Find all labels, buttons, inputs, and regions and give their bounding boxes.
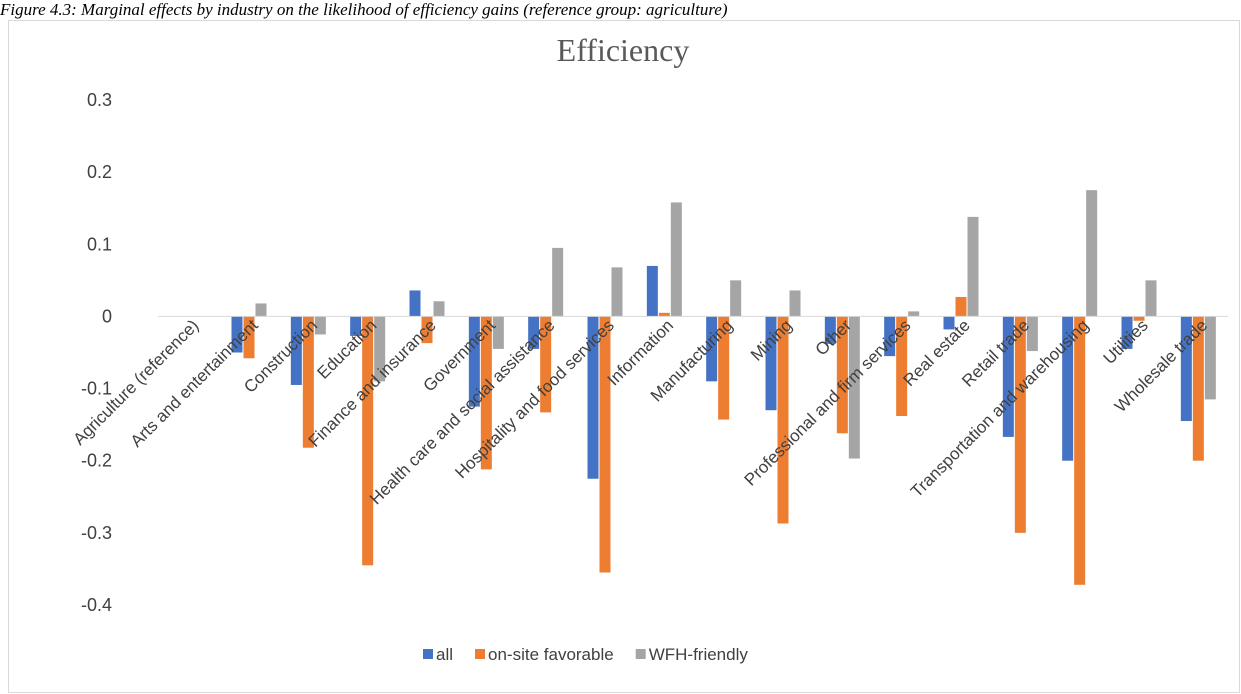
bar-all <box>765 316 777 411</box>
bar-all <box>350 316 362 336</box>
chart-title: Efficiency <box>557 32 690 68</box>
legend-swatch <box>635 649 646 659</box>
bar-on-site-favorable <box>836 316 848 434</box>
bar-all <box>943 316 955 330</box>
bar-all <box>884 316 896 357</box>
bar-wfh-friendly <box>1026 316 1038 352</box>
bar-all <box>528 316 540 349</box>
legend-swatch <box>423 649 433 659</box>
bar-on-site-favorable <box>1014 316 1026 533</box>
bar-on-site-favorable <box>540 316 552 413</box>
bar-wfh-friendly <box>789 290 801 317</box>
bar-wfh-friendly <box>552 247 564 317</box>
bar-wfh-friendly <box>433 301 445 317</box>
bar-all <box>587 316 599 479</box>
bar-all <box>290 316 302 385</box>
bar-all <box>706 316 718 382</box>
y-tick-label: 0.1 <box>87 234 112 254</box>
y-tick-label: -0.4 <box>81 595 112 615</box>
bar-all <box>1180 316 1192 422</box>
figure-caption: Figure 4.3: Marginal effects by industry… <box>0 0 728 19</box>
bar-wfh-friendly <box>730 280 742 317</box>
bar-wfh-friendly <box>1204 316 1216 400</box>
bar-on-site-favorable <box>421 316 433 344</box>
bar-all <box>1002 316 1014 437</box>
bar-on-site-favorable <box>955 296 967 317</box>
bar-wfh-friendly <box>374 316 386 382</box>
bar-on-site-favorable <box>1192 316 1204 461</box>
bar-on-site-favorable <box>777 316 789 524</box>
bar-wfh-friendly <box>848 316 860 459</box>
legend-label: all <box>436 645 453 664</box>
bar-all <box>231 316 243 353</box>
bar-all <box>468 316 480 407</box>
bar-wfh-friendly <box>1086 190 1098 317</box>
legend-swatch <box>475 649 486 659</box>
bar-all <box>824 316 836 344</box>
bar-wfh-friendly <box>314 316 326 335</box>
bar-on-site-favorable <box>599 316 611 573</box>
legend: all on-site favorable WFH-friendly <box>423 645 748 664</box>
y-axis-ticks: 0.3 0.2 0.1 0 -0.1 -0.2 -0.3 -0.4 <box>81 90 112 615</box>
bars <box>231 190 1216 585</box>
bar-on-site-favorable <box>243 316 255 359</box>
bar-wfh-friendly <box>967 216 979 317</box>
chart-area <box>8 20 1240 693</box>
y-tick-label: -0.3 <box>81 523 112 543</box>
legend-label: on-site favorable <box>488 645 614 664</box>
bar-wfh-friendly <box>1145 280 1157 317</box>
bar-wfh-friendly <box>492 316 504 349</box>
category-labels: Agriculture (reference)Arts and entertai… <box>69 316 1211 509</box>
bar-on-site-favorable <box>1133 316 1145 321</box>
bar-on-site-favorable <box>1074 316 1086 585</box>
y-tick-label: 0.2 <box>87 162 112 182</box>
bar-on-site-favorable <box>718 316 730 420</box>
bar-wfh-friendly <box>255 303 267 317</box>
bar-on-site-favorable <box>896 316 908 416</box>
bar-all <box>1121 316 1133 349</box>
y-tick-label: 0 <box>102 306 112 326</box>
y-tick-label: -0.2 <box>81 451 112 471</box>
bar-all <box>646 265 658 317</box>
legend-label: WFH-friendly <box>649 645 749 664</box>
bar-wfh-friendly <box>611 267 623 317</box>
bar-wfh-friendly <box>670 202 682 317</box>
bar-on-site-favorable <box>302 316 314 448</box>
bar-all <box>409 290 421 317</box>
bar-on-site-favorable <box>658 312 670 317</box>
y-tick-label: 0.3 <box>87 90 112 110</box>
bar-wfh-friendly <box>908 311 920 317</box>
bar-on-site-favorable <box>480 316 492 470</box>
y-tick-label: -0.1 <box>81 379 112 399</box>
bar-on-site-favorable <box>362 316 374 566</box>
bar-all <box>1062 316 1074 461</box>
